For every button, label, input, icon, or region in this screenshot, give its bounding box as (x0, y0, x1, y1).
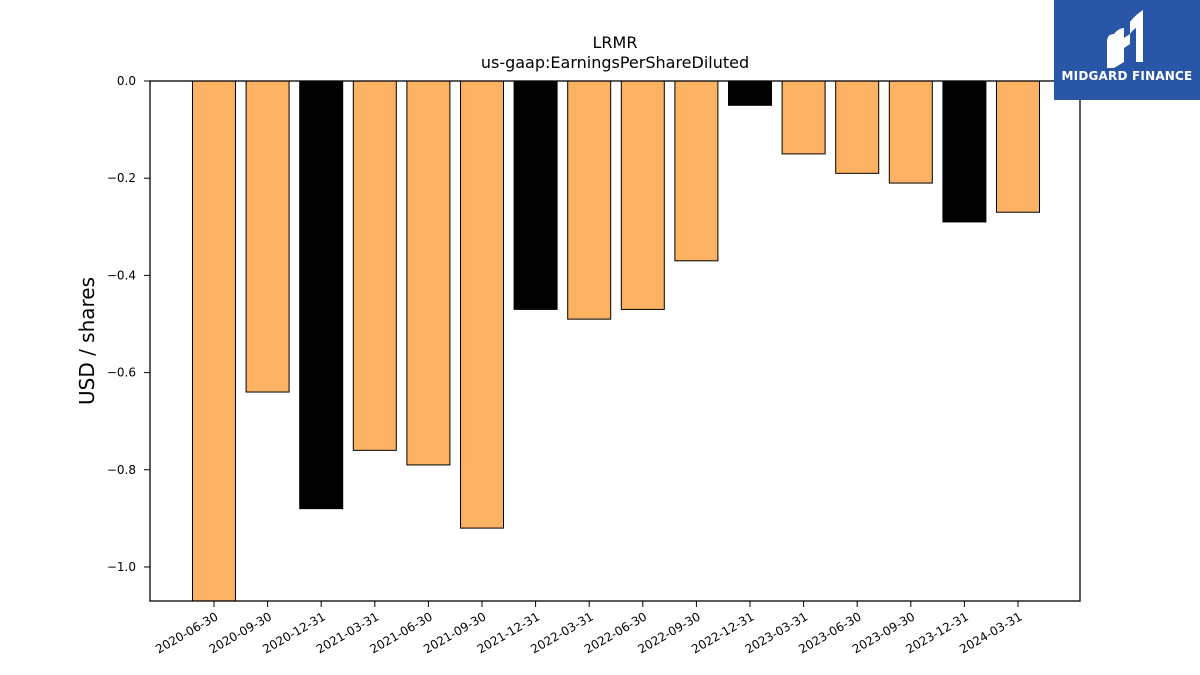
bar-2020-09-30 (245, 80, 290, 393)
bar-2021-12-31 (513, 80, 558, 310)
bar-2021-09-30 (460, 80, 504, 529)
bar-2021-06-30 (406, 80, 451, 466)
bar-2020-12-31 (299, 80, 344, 510)
bar-2021-03-31 (352, 80, 397, 451)
bar-2023-03-31 (781, 80, 826, 155)
bar-2022-03-31 (567, 80, 612, 320)
bar-2024-03-31 (996, 80, 1040, 213)
bar-2023-09-30 (888, 80, 933, 184)
y-tick-label: −0.8 (107, 463, 136, 477)
y-tick-label: −1.0 (107, 560, 136, 574)
y-tick-label: 0.0 (117, 74, 136, 88)
bar-2022-09-30 (674, 80, 719, 262)
x-axis: 2020-06-302020-09-302020-12-312021-03-31… (153, 601, 1025, 656)
brand-logo: MIDGARD FINANCE (1054, 0, 1200, 100)
brand-logo-mark (1107, 10, 1143, 68)
y-axis: 0.0 −0.2 −0.4 −0.6 −0.8 −1.0 (107, 74, 150, 574)
bars-group (192, 80, 1040, 602)
y-tick-label: −0.2 (107, 171, 136, 185)
chart-title: LRMR (593, 33, 638, 52)
y-tick-label: −0.6 (107, 366, 136, 380)
chart-subtitle: us-gaap:EarningsPerShareDiluted (481, 53, 749, 72)
y-tick-label: −0.4 (107, 268, 136, 282)
y-axis-label: USD / shares (75, 277, 99, 405)
bar-2023-06-30 (835, 80, 880, 174)
brand-name: MIDGARD FINANCE (1061, 69, 1193, 83)
bar-2022-06-30 (620, 80, 665, 310)
bar-2020-06-30 (192, 80, 236, 602)
bar-2023-12-31 (942, 80, 987, 223)
bar-2022-12-31 (728, 80, 772, 106)
plot-frame (149, 80, 1081, 602)
